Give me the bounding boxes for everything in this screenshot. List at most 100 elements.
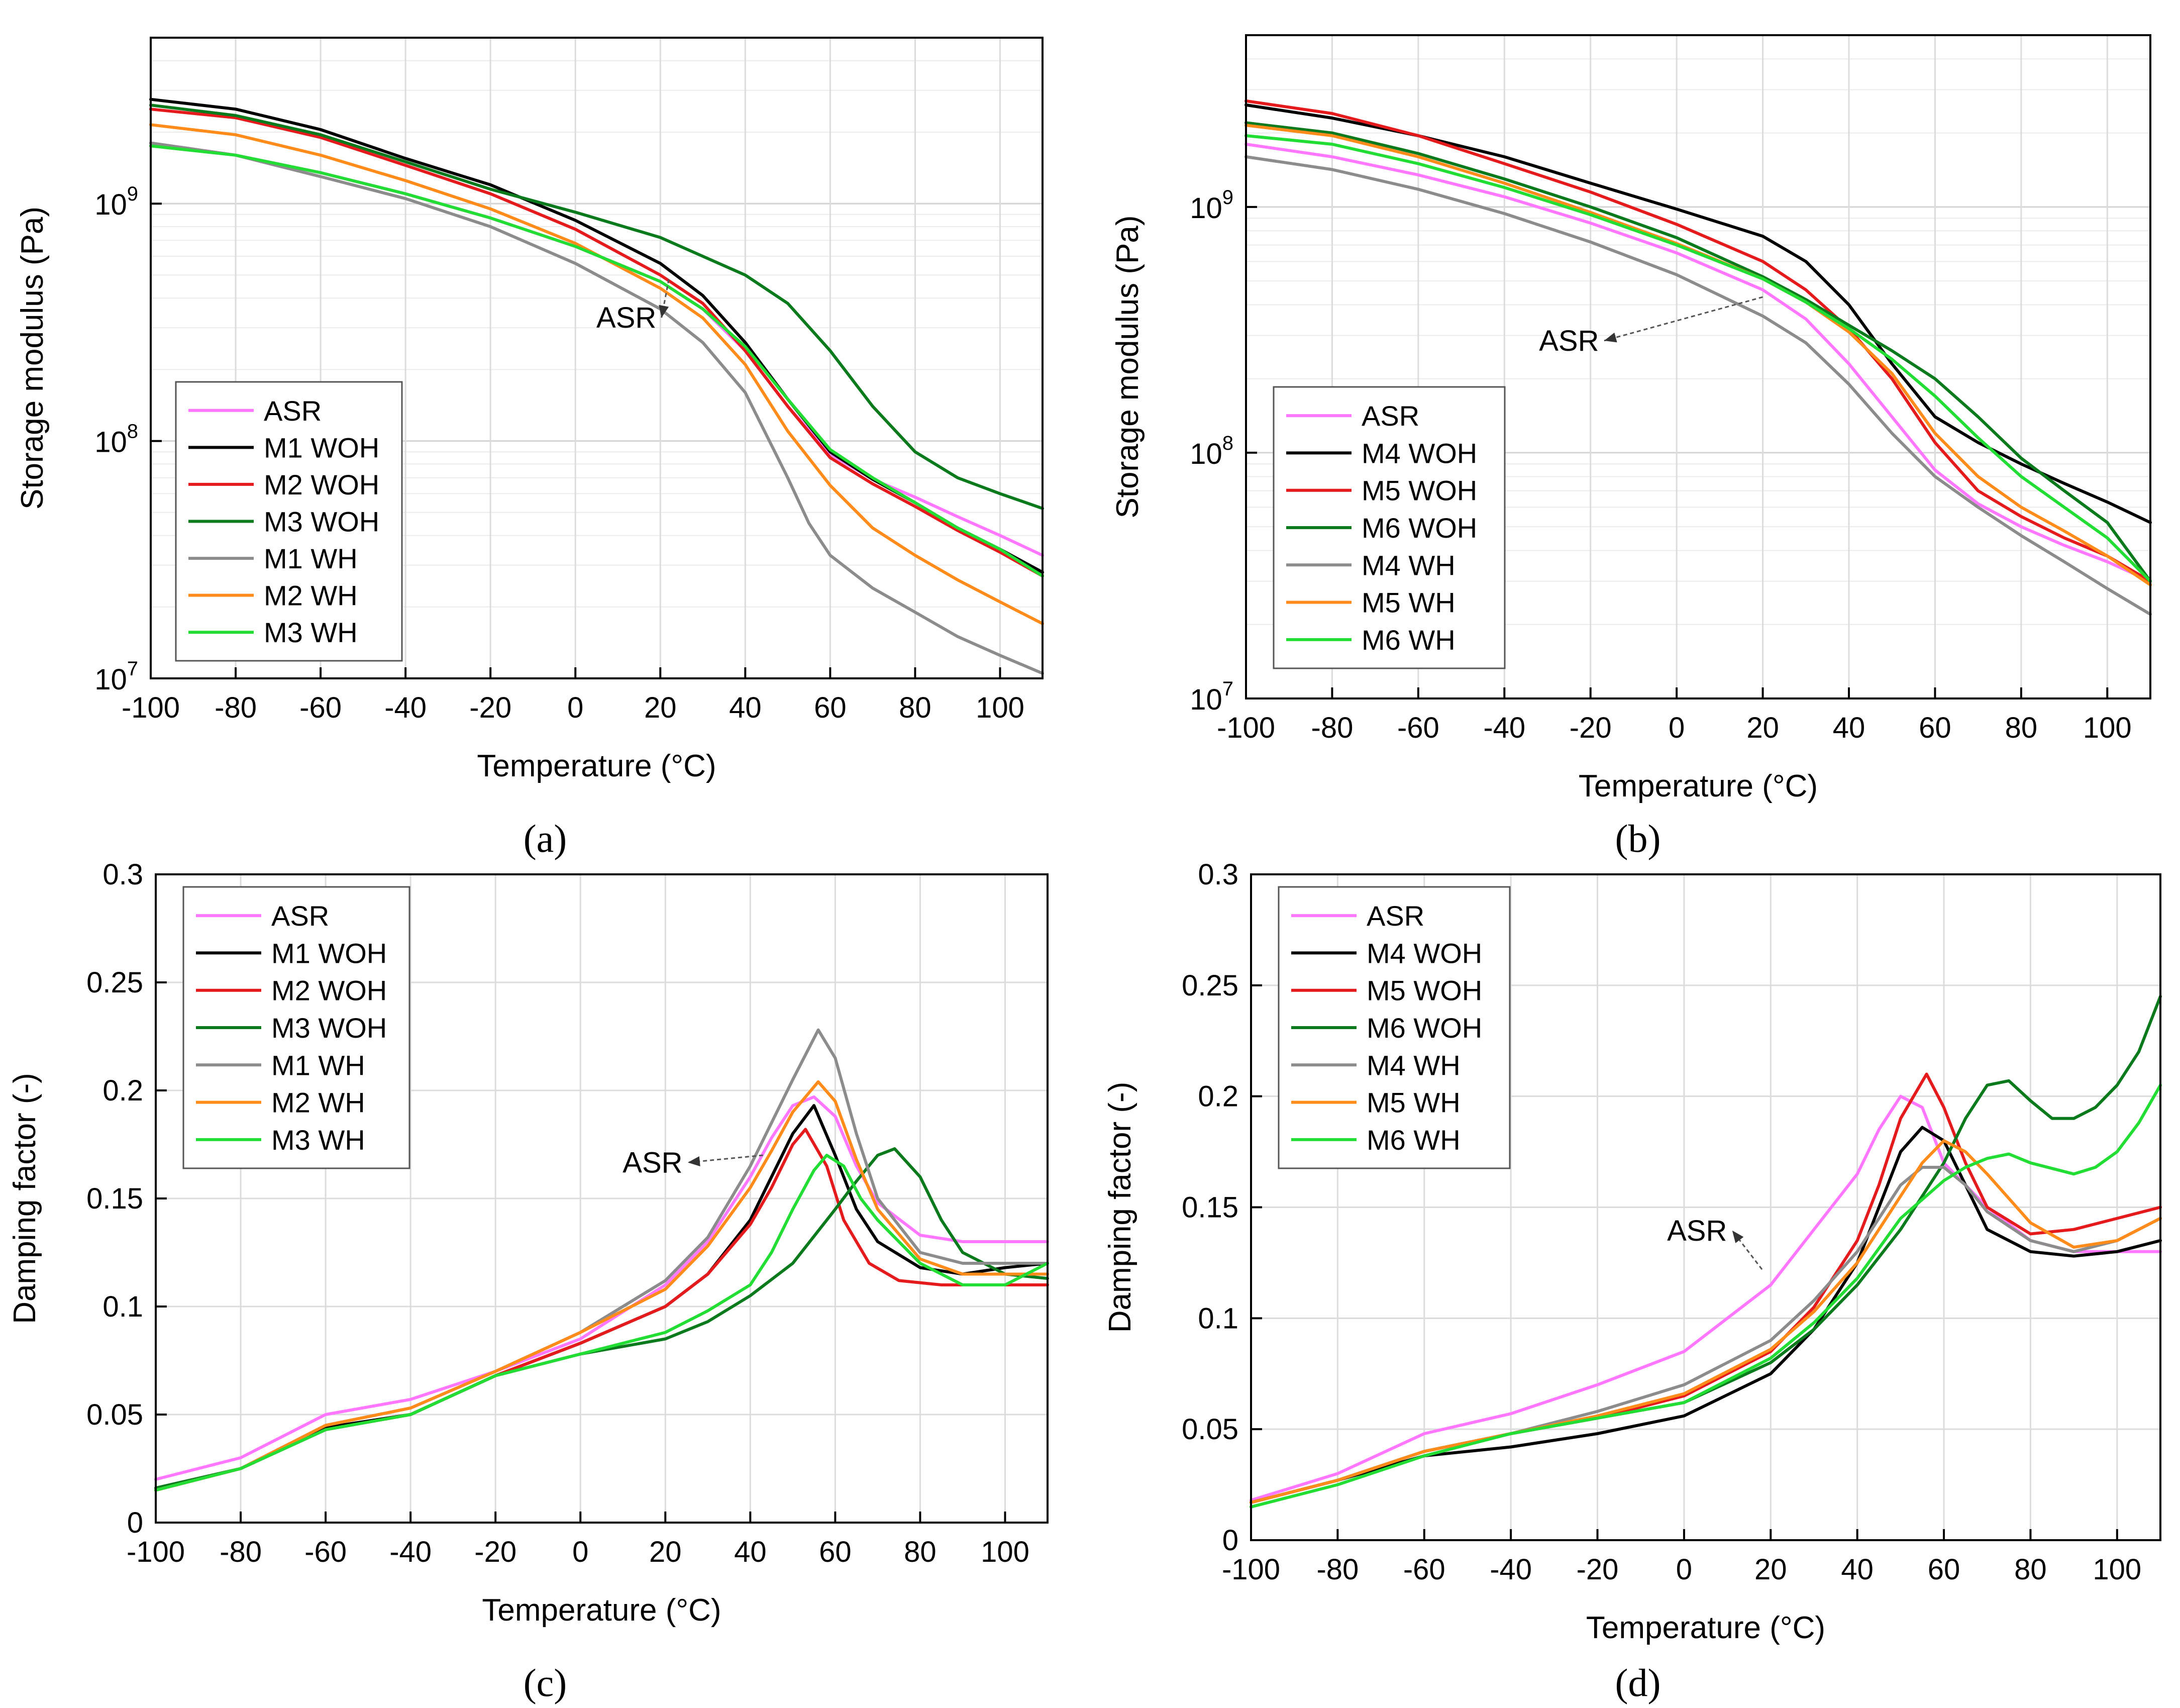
- annotation-label: ASR: [596, 302, 656, 334]
- annotation-label: ASR: [1667, 1215, 1727, 1247]
- series-line-m4-wh: [1244, 155, 2152, 616]
- x-axis-label: Temperature (°C): [482, 1593, 721, 1628]
- y-tick-label: 0.2: [102, 1074, 143, 1107]
- series-group: [1250, 994, 2162, 1509]
- x-tick-label: -40: [384, 691, 427, 724]
- legend-label: M3 WH: [264, 617, 358, 648]
- x-tick-label: 0: [1676, 1553, 1692, 1586]
- y-tick-label: 0.05: [1182, 1413, 1238, 1446]
- y-tick-exponent: 7: [127, 658, 138, 680]
- y-tick-label: 109: [1190, 186, 1233, 225]
- y-tick-base: 10: [94, 188, 127, 221]
- x-tick-label: 40: [1833, 712, 1865, 744]
- legend-label: M5 WOH: [1367, 975, 1482, 1007]
- x-tick-label: -60: [1397, 712, 1439, 744]
- x-tick-label: 20: [649, 1536, 682, 1568]
- x-tick-label: -20: [469, 691, 511, 724]
- x-tick-label: 100: [2083, 712, 2132, 744]
- y-tick-label: 0: [1222, 1524, 1238, 1557]
- y-tick-label: 0.15: [1182, 1191, 1238, 1224]
- x-tick-label: -100: [127, 1536, 185, 1568]
- x-tick-label: -60: [304, 1536, 347, 1568]
- annotation-arrowhead: [1732, 1230, 1744, 1243]
- y-tick-base: 10: [94, 426, 127, 459]
- panel-a-chart: -100 -80 -60 -40 -20 0 20 40 60 80 100 Temperature …: [15, 37, 1044, 783]
- y-axis-label: Damping factor (-): [1103, 1082, 1137, 1333]
- panel-label-d: (d): [1615, 1661, 1661, 1704]
- annotation-label: ASR: [622, 1146, 682, 1179]
- x-tick-label: 80: [904, 1536, 937, 1568]
- y-tick-label: 108: [1190, 432, 1233, 470]
- x-tick-label: 40: [1841, 1553, 1874, 1586]
- legend-label: M5 WH: [1362, 587, 1456, 619]
- x-tick-label: 100: [976, 691, 1024, 724]
- y-axis-label: Damping factor (-): [8, 1073, 42, 1324]
- x-axis-label: Temperature (°C): [1579, 769, 1818, 803]
- asr-annotation: ASR: [596, 279, 670, 334]
- x-axis: -100 -80 -60 -40 -20 0 20 40 60 80 100: [1222, 1529, 2141, 1586]
- legend-label: M5 WOH: [1362, 475, 1477, 507]
- plot-frame: [150, 37, 1044, 679]
- x-tick-label: 0: [572, 1536, 588, 1568]
- y-tick-label: 0.3: [102, 858, 143, 891]
- legend-label: M4 WOH: [1362, 437, 1477, 469]
- series-line-m5-woh: [1244, 99, 2152, 583]
- series-line-m5-wh: [1250, 1139, 2162, 1504]
- legend-label: M2 WH: [271, 1087, 365, 1119]
- x-tick-label: -60: [1403, 1553, 1445, 1586]
- legend-label: M2 WOH: [264, 469, 379, 500]
- x-tick-label: 60: [819, 1536, 852, 1568]
- legend-label: M4 WOH: [1367, 937, 1482, 969]
- x-tick-label: -100: [1222, 1553, 1280, 1586]
- x-tick-label: -80: [1311, 712, 1354, 744]
- panel-label-b: (b): [1615, 817, 1661, 860]
- x-tick-label: 0: [1669, 712, 1685, 744]
- y-tick-label: 108: [94, 421, 138, 459]
- series-line-m2-wh: [154, 1080, 1049, 1492]
- panel-b-chart: -100 -80 -60 -40 -20 0 20 40 60 80 100 Temperature …: [1110, 34, 2152, 803]
- legend-label: M2 WOH: [271, 975, 387, 1007]
- legend-label: M1 WOH: [271, 937, 387, 969]
- x-tick-label: 100: [2093, 1553, 2141, 1586]
- x-tick-label: 40: [729, 691, 762, 724]
- annotation-arrow-line: [687, 1154, 763, 1163]
- x-tick-label: 80: [899, 691, 931, 724]
- y-tick-label: 109: [94, 183, 138, 221]
- y-tick-exponent: 9: [1222, 186, 1233, 209]
- x-tick-label: -80: [220, 1536, 262, 1568]
- legend-label: M3 WOH: [264, 506, 379, 538]
- legend: ASR M4 WOH M5 WOH M6 WOH M4 WH M5 WH M6 WH: [1273, 386, 1506, 669]
- y-tick-label: 0.2: [1198, 1080, 1238, 1113]
- x-tick-label: -40: [1483, 712, 1525, 744]
- legend-label: M6 WOH: [1367, 1012, 1482, 1044]
- y-tick-label: 0.3: [1198, 858, 1238, 891]
- x-tick-label: 60: [1928, 1553, 1960, 1586]
- y-tick-label: 0: [127, 1506, 143, 1539]
- panel-label-a: (a): [524, 817, 567, 860]
- panel-c-chart: -100 -80 -60 -40 -20 0 20 40 60 80 100 Temperature …: [8, 858, 1049, 1628]
- x-axis: -100 -80 -60 -40 -20 0 20 40 60 80 100: [1217, 687, 2132, 744]
- y-axis-label: Storage modulus (Pa): [15, 207, 50, 510]
- annotation-arrow-line: [1604, 296, 1763, 342]
- x-tick-label: 60: [814, 691, 847, 724]
- legend-label: ASR: [264, 395, 322, 427]
- y-axis-label: Storage modulus (Pa): [1110, 215, 1145, 518]
- series-line-m4-woh: [1250, 1126, 2162, 1504]
- series-line-m2-woh: [154, 1128, 1049, 1492]
- asr-annotation: ASR: [622, 1146, 763, 1179]
- x-tick-label: 20: [1754, 1553, 1787, 1586]
- legend-label: M4 WH: [1362, 549, 1456, 581]
- x-tick-label: -20: [1577, 1553, 1619, 1586]
- x-tick-label: -60: [299, 691, 342, 724]
- legend-label: M4 WH: [1367, 1049, 1461, 1081]
- legend-label: M6 WH: [1362, 624, 1456, 656]
- x-tick-label: -20: [1570, 712, 1612, 744]
- x-tick-label: 0: [567, 691, 583, 724]
- y-tick-label: 0.1: [1198, 1302, 1238, 1335]
- y-tick-label: 0.05: [86, 1398, 143, 1431]
- y-tick-base: 10: [94, 663, 127, 696]
- series-line-m3-wh: [149, 144, 1044, 578]
- series-line-m6-wh: [1250, 1083, 2162, 1509]
- legend: ASR M1 WOH M2 WOH M3 WOH M1 WH M2 WH M3 WH: [175, 381, 403, 662]
